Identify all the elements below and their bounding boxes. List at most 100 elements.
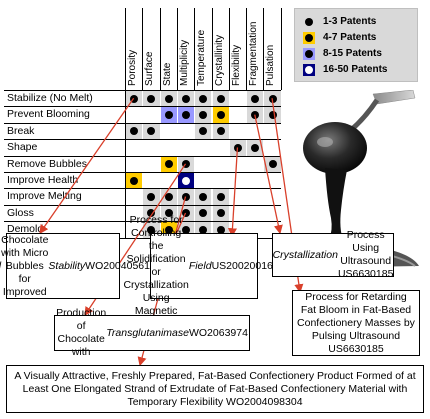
matrix-cell (264, 107, 281, 123)
connector-arrow (39, 97, 135, 235)
patent-dot (164, 111, 173, 120)
matrix-cell (126, 173, 143, 189)
patent-dot (164, 193, 173, 202)
matrix-cell (126, 123, 143, 140)
row-divider (4, 155, 281, 157)
legend-dot (305, 66, 313, 74)
row-divider (4, 204, 281, 206)
matrix-cell (160, 107, 177, 123)
row-divider (4, 188, 281, 190)
column-divider (125, 8, 126, 90)
patent-dot (199, 94, 208, 103)
patent-dot (216, 225, 225, 234)
patent-box-transglut: Production of Chocolate with Transglutan… (54, 307, 250, 358)
legend-swatch (303, 64, 315, 76)
connector-arrow (227, 147, 239, 238)
matrix-cell (212, 107, 229, 123)
row-divider (4, 237, 281, 239)
matrix-cell (160, 189, 177, 205)
matrix-cell (195, 205, 212, 222)
row-divider (4, 139, 281, 141)
patent-dot (147, 94, 156, 103)
patent-dot (199, 225, 208, 234)
patent-dot (182, 225, 191, 234)
column-divider (246, 8, 248, 90)
patent-dot (147, 209, 156, 218)
patent-box-strand: A Visually Attractive, Freshly Prepared,… (6, 365, 424, 413)
connector-arrow (254, 114, 283, 235)
column-divider (228, 8, 230, 90)
patent-dot (147, 127, 156, 136)
matrix-cell (247, 91, 264, 107)
matrix-cell (212, 91, 229, 107)
column-divider (263, 8, 265, 90)
patent-box-bloom: Process for Retarding Fat Bloom in Fat-B… (292, 290, 420, 356)
legend-label: 8-15 Patents (323, 48, 382, 59)
patent-dot (216, 193, 225, 202)
patent-dot (147, 225, 156, 234)
patent-dot (164, 94, 173, 103)
row-label: Break (7, 124, 35, 137)
patent-dot (216, 94, 225, 103)
matrix-cell (264, 156, 281, 172)
legend-label: 1-3 Patents (323, 16, 377, 27)
legend-dot (305, 50, 313, 58)
patent-box-magnetic: Process for Controlling the Solidificati… (123, 214, 285, 317)
matrix-cell (195, 189, 212, 205)
patent-dot (216, 111, 225, 120)
row-label: Prevent Blooming (7, 108, 90, 121)
matrix-cell (143, 189, 160, 205)
legend: 1-3 Patents 4-7 Patents 8-15 Patents 16-50 … (294, 8, 418, 82)
matrix-cell (143, 123, 160, 140)
legend-label: 4-7 Patents (323, 32, 377, 43)
matrix-cell (177, 91, 195, 107)
patent-dot (130, 176, 139, 185)
patent-dot (216, 127, 225, 136)
row-label: Demold (7, 223, 44, 236)
patent-box-ultrasound: Crystallization Process Using Ultrasound… (272, 229, 394, 280)
patent-dot (164, 209, 173, 218)
column-divider (194, 8, 196, 90)
matrix-cell (160, 91, 177, 107)
row-label: Stabilize (No Melt) (7, 92, 93, 104)
patent-dot (199, 127, 208, 136)
matrix-cell (195, 123, 212, 140)
matrix-cell (212, 205, 229, 222)
patent-dot (130, 127, 139, 136)
matrix-cell (212, 123, 229, 140)
row-divider (4, 90, 281, 91)
matrix-cell (212, 189, 229, 205)
legend-dot (305, 34, 313, 42)
patent-dot (268, 111, 277, 120)
row-label: Gloss (7, 206, 34, 219)
legend-swatch (303, 32, 315, 44)
patent-dot (216, 209, 225, 218)
patent-box-aerated: Aerated Chocolate with Micro Bubbles for… (0, 233, 162, 299)
row-label: Remove Bubbles (7, 157, 87, 170)
patent-dot (182, 176, 191, 185)
column-divider (176, 8, 178, 90)
patent-dot (199, 111, 208, 120)
patent-dot (251, 94, 260, 103)
patent-dot (251, 143, 260, 152)
row-divider (4, 172, 281, 173)
legend-swatch (303, 48, 315, 60)
matrix-cell (160, 156, 177, 172)
matrix-cell (247, 140, 264, 156)
row-divider (4, 122, 281, 124)
matrix-cell (160, 205, 177, 222)
legend-label: 16-50 Patents (323, 64, 388, 75)
patent-dot (182, 111, 191, 120)
patent-dot (130, 94, 139, 103)
patent-dot (164, 225, 173, 234)
column-divider (142, 8, 144, 90)
matrix-cell (195, 107, 212, 123)
patent-dot (164, 160, 173, 169)
row-label: Improve Health (7, 174, 79, 186)
patent-dot (182, 94, 191, 103)
row-divider (4, 106, 281, 108)
legend-dot (305, 18, 313, 26)
matrix-cell (177, 107, 195, 123)
row-divider (4, 221, 281, 223)
